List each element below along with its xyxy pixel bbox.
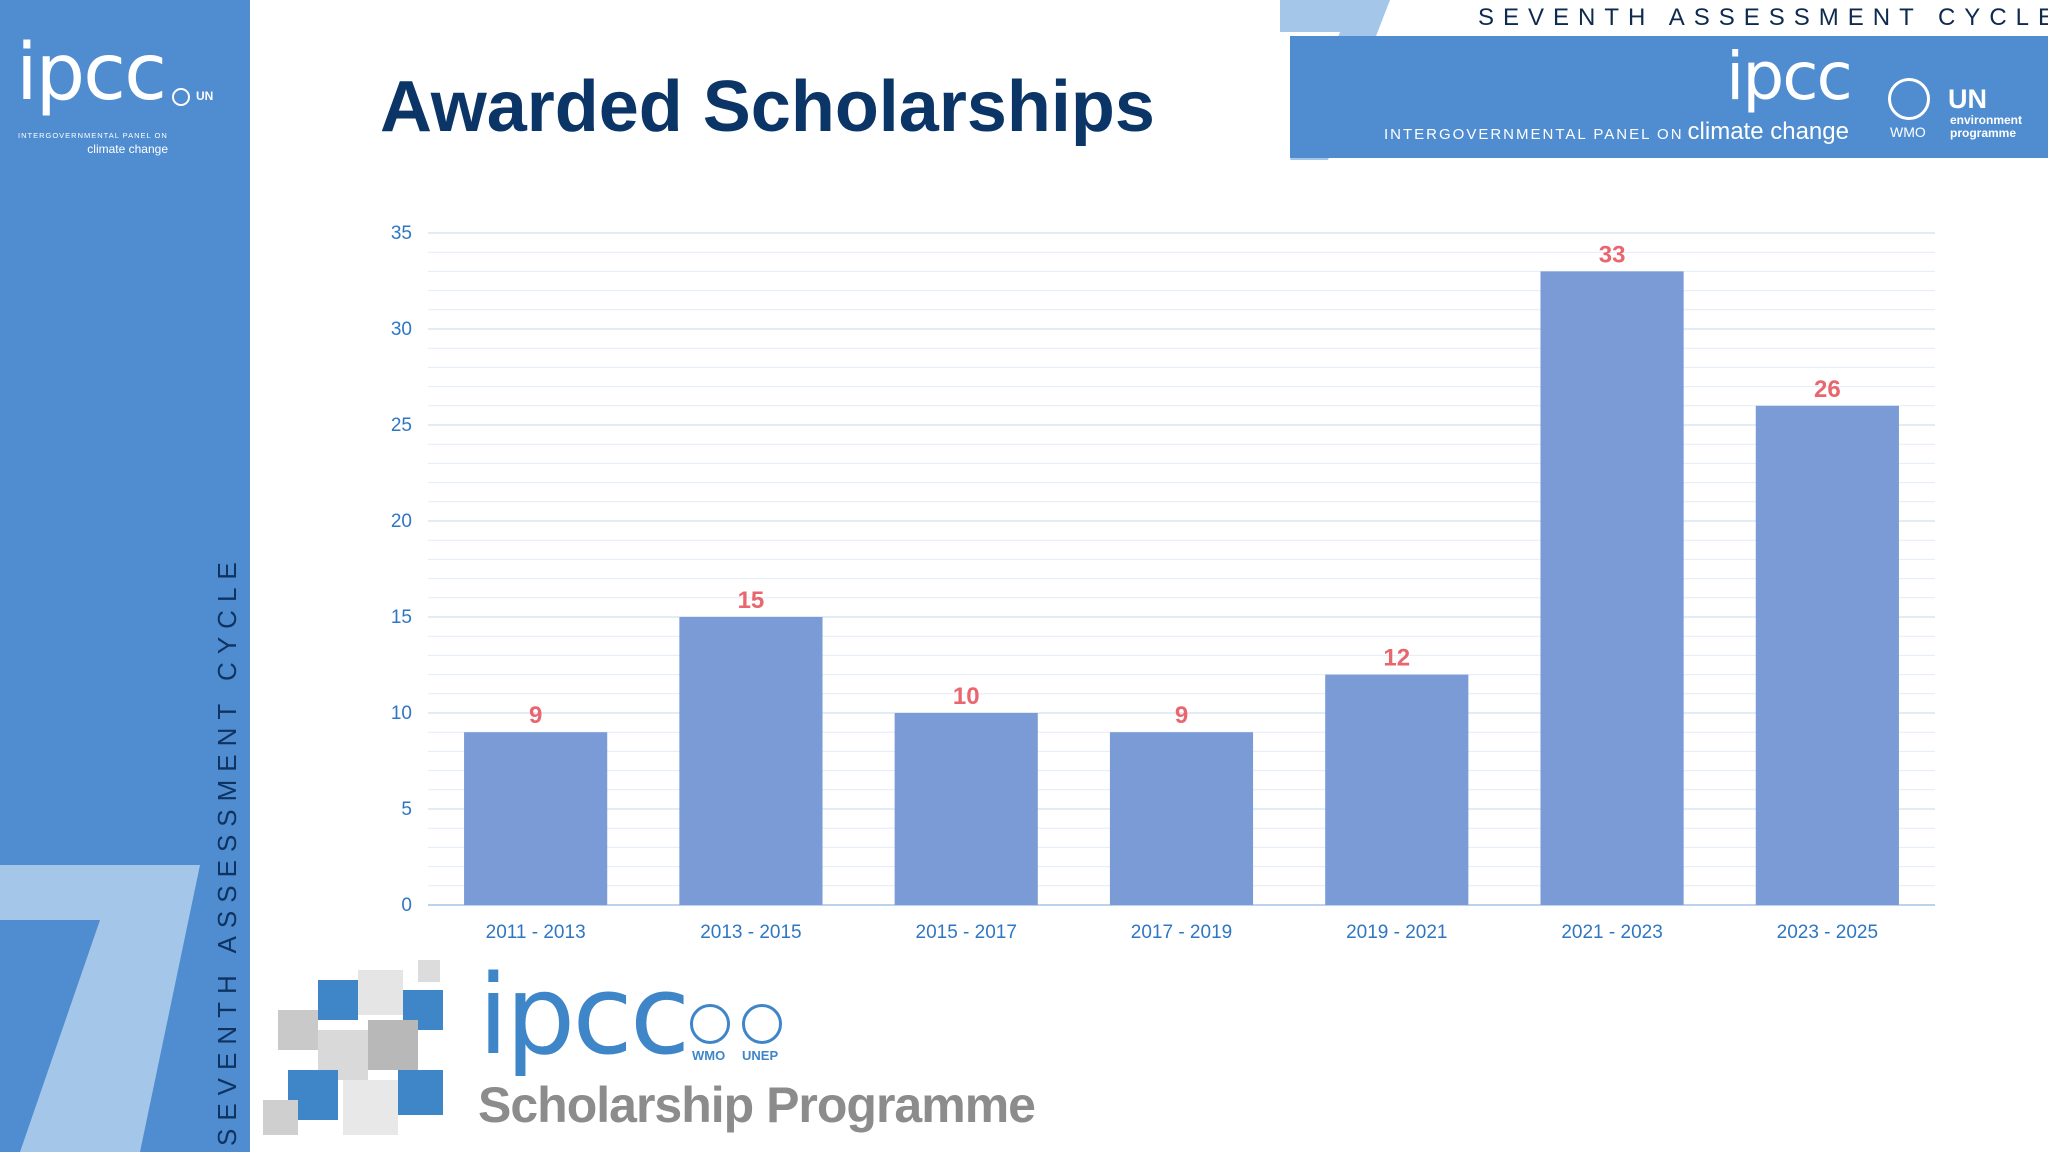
wmo-globe-icon	[172, 88, 190, 106]
bar-value-label: 12	[1383, 645, 1410, 672]
x-tick-label: 2011 - 2013	[486, 922, 586, 943]
wmo-label: WMO	[692, 1048, 726, 1063]
x-tick-label: 2013 - 2015	[700, 922, 801, 943]
y-tick-label: 35	[391, 223, 412, 244]
bar	[1325, 674, 1469, 905]
bar-value-label: 9	[1175, 702, 1188, 729]
bar-value-label: 15	[738, 587, 765, 614]
y-tick-label: 30	[391, 319, 412, 340]
wmo-globe-icon	[1888, 78, 1930, 120]
x-tick-label: 2023 - 2025	[1777, 922, 1878, 943]
bar	[679, 617, 823, 905]
top-climate-change-text: climate change	[1687, 118, 1849, 145]
x-tick-label: 2019 - 2021	[1346, 922, 1447, 943]
un-logo-text: UN	[196, 89, 214, 104]
bar	[1540, 271, 1684, 905]
page-title: Awarded Scholarships	[380, 67, 1155, 147]
unep-label: UNEP	[742, 1048, 779, 1063]
partner-logos: UN	[172, 88, 213, 106]
bar	[894, 713, 1038, 905]
y-tick-label: 15	[391, 607, 412, 628]
bar	[1109, 732, 1254, 905]
ipcc-logo-panel-text: INTERGOVERNMENTAL PANEL ON	[18, 131, 168, 140]
bar-value-label: 9	[529, 702, 542, 729]
x-tick-label: 2015 - 2017	[916, 922, 1017, 943]
left-sidebar: ipcc INTERGOVERNMENTAL PANEL ON climate …	[0, 0, 250, 1152]
bar-chart: 0 5 10 15 20 25 30 35 9 2011 - 2013 15 2013 - 2015 1…	[391, 223, 1935, 943]
side-cycle-label: SEVENTH ASSESSMENT CYCLE	[212, 554, 242, 1146]
top-ipcc-logo: ipcc	[1726, 38, 1853, 115]
y-tick-label: 20	[391, 511, 412, 532]
x-tick-label: 2021 - 2023	[1561, 922, 1662, 943]
un-logo-text: UN	[1948, 84, 1987, 114]
unep-globe-icon	[742, 1004, 782, 1044]
top-panel-text: INTERGOVERNMENTAL PANEL ON	[1384, 126, 1684, 143]
cube-logo-graphic	[263, 960, 443, 1135]
y-tick-label: 10	[391, 703, 412, 724]
bar-value-label: 26	[1814, 376, 1841, 403]
ipcc-logo: ipcc	[16, 28, 167, 118]
y-tick-label: 25	[391, 415, 412, 436]
wmo-globe-icon	[690, 1004, 730, 1044]
bar	[464, 732, 608, 905]
scholarship-programme-text: Scholarship Programme	[478, 1077, 1036, 1133]
ipcc-logo-subtitle: INTERGOVERNMENTAL PANEL ON climate chang…	[18, 131, 168, 157]
bar-value-label: 10	[953, 683, 980, 710]
x-tick-label: 2017 - 2019	[1131, 922, 1232, 943]
scholarship-ipcc-logo: ipcc	[478, 951, 690, 1079]
bar	[1755, 405, 1899, 905]
ipcc-logo-climate-change: climate change	[87, 141, 168, 156]
top-ipcc-subtitle: INTERGOVERNMENTAL PANEL ON climate change	[1384, 118, 1849, 146]
y-tick-label: 5	[401, 799, 412, 820]
top-cycle-label: SEVENTH ASSESSMENT CYCLE	[1478, 4, 2048, 31]
y-tick-label: 0	[401, 895, 412, 916]
seven-logo-graphic	[0, 865, 200, 1152]
un-environment-text: environment programme	[1950, 113, 2023, 141]
wmo-label: WMO	[1890, 124, 1926, 140]
bar-value-label: 33	[1599, 241, 1626, 268]
